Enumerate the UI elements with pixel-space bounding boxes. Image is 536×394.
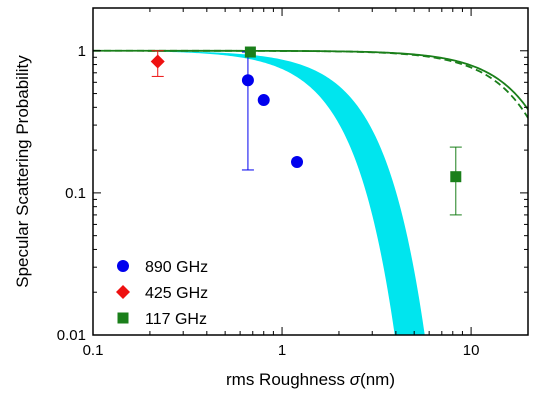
data-point-diamond <box>150 54 165 69</box>
x-axis-label-prefix: rms Roughness <box>226 370 350 389</box>
data-point-square <box>450 171 462 183</box>
legend-marker-circle <box>117 260 129 272</box>
plot-frame <box>92 7 529 336</box>
tick-layer: 0.1 1 100.010.11 <box>57 7 529 359</box>
data-point-square <box>244 46 256 58</box>
x-axis-label-symbol: σ <box>350 370 361 389</box>
x-tick-label: 0.1 <box>83 342 104 359</box>
data-point-circle <box>241 74 254 87</box>
legend-marker-diamond <box>116 285 130 299</box>
x-axis-label: rms Roughness σ(nm) <box>226 370 395 389</box>
theory-band-layer <box>93 50 425 335</box>
data-point-circle <box>257 94 270 107</box>
legend-label: 117 GHz <box>145 311 207 328</box>
data-point-layer <box>150 46 462 183</box>
y-tick-label: 0.1 <box>65 185 86 202</box>
legend-label: 425 GHz <box>145 285 208 302</box>
theory-curve-dashed <box>93 49 528 119</box>
data-point-circle <box>291 155 304 168</box>
legend-label: 890 GHz <box>145 259 208 276</box>
x-tick-label: 1 <box>278 342 286 359</box>
x-axis-label-unit: (nm) <box>360 370 395 389</box>
theory-band <box>93 50 425 335</box>
x-tick-label: 10 <box>463 342 480 359</box>
legend: 890 GHz 425 GHz 117 GHz <box>116 259 208 328</box>
y-tick-label: 1 <box>78 43 86 60</box>
y-tick-label: 0.01 <box>57 327 86 344</box>
y-axis-label: Specular Scattering Probability <box>13 55 32 288</box>
theory-curve-layer <box>93 49 528 119</box>
legend-marker-square <box>117 312 129 324</box>
